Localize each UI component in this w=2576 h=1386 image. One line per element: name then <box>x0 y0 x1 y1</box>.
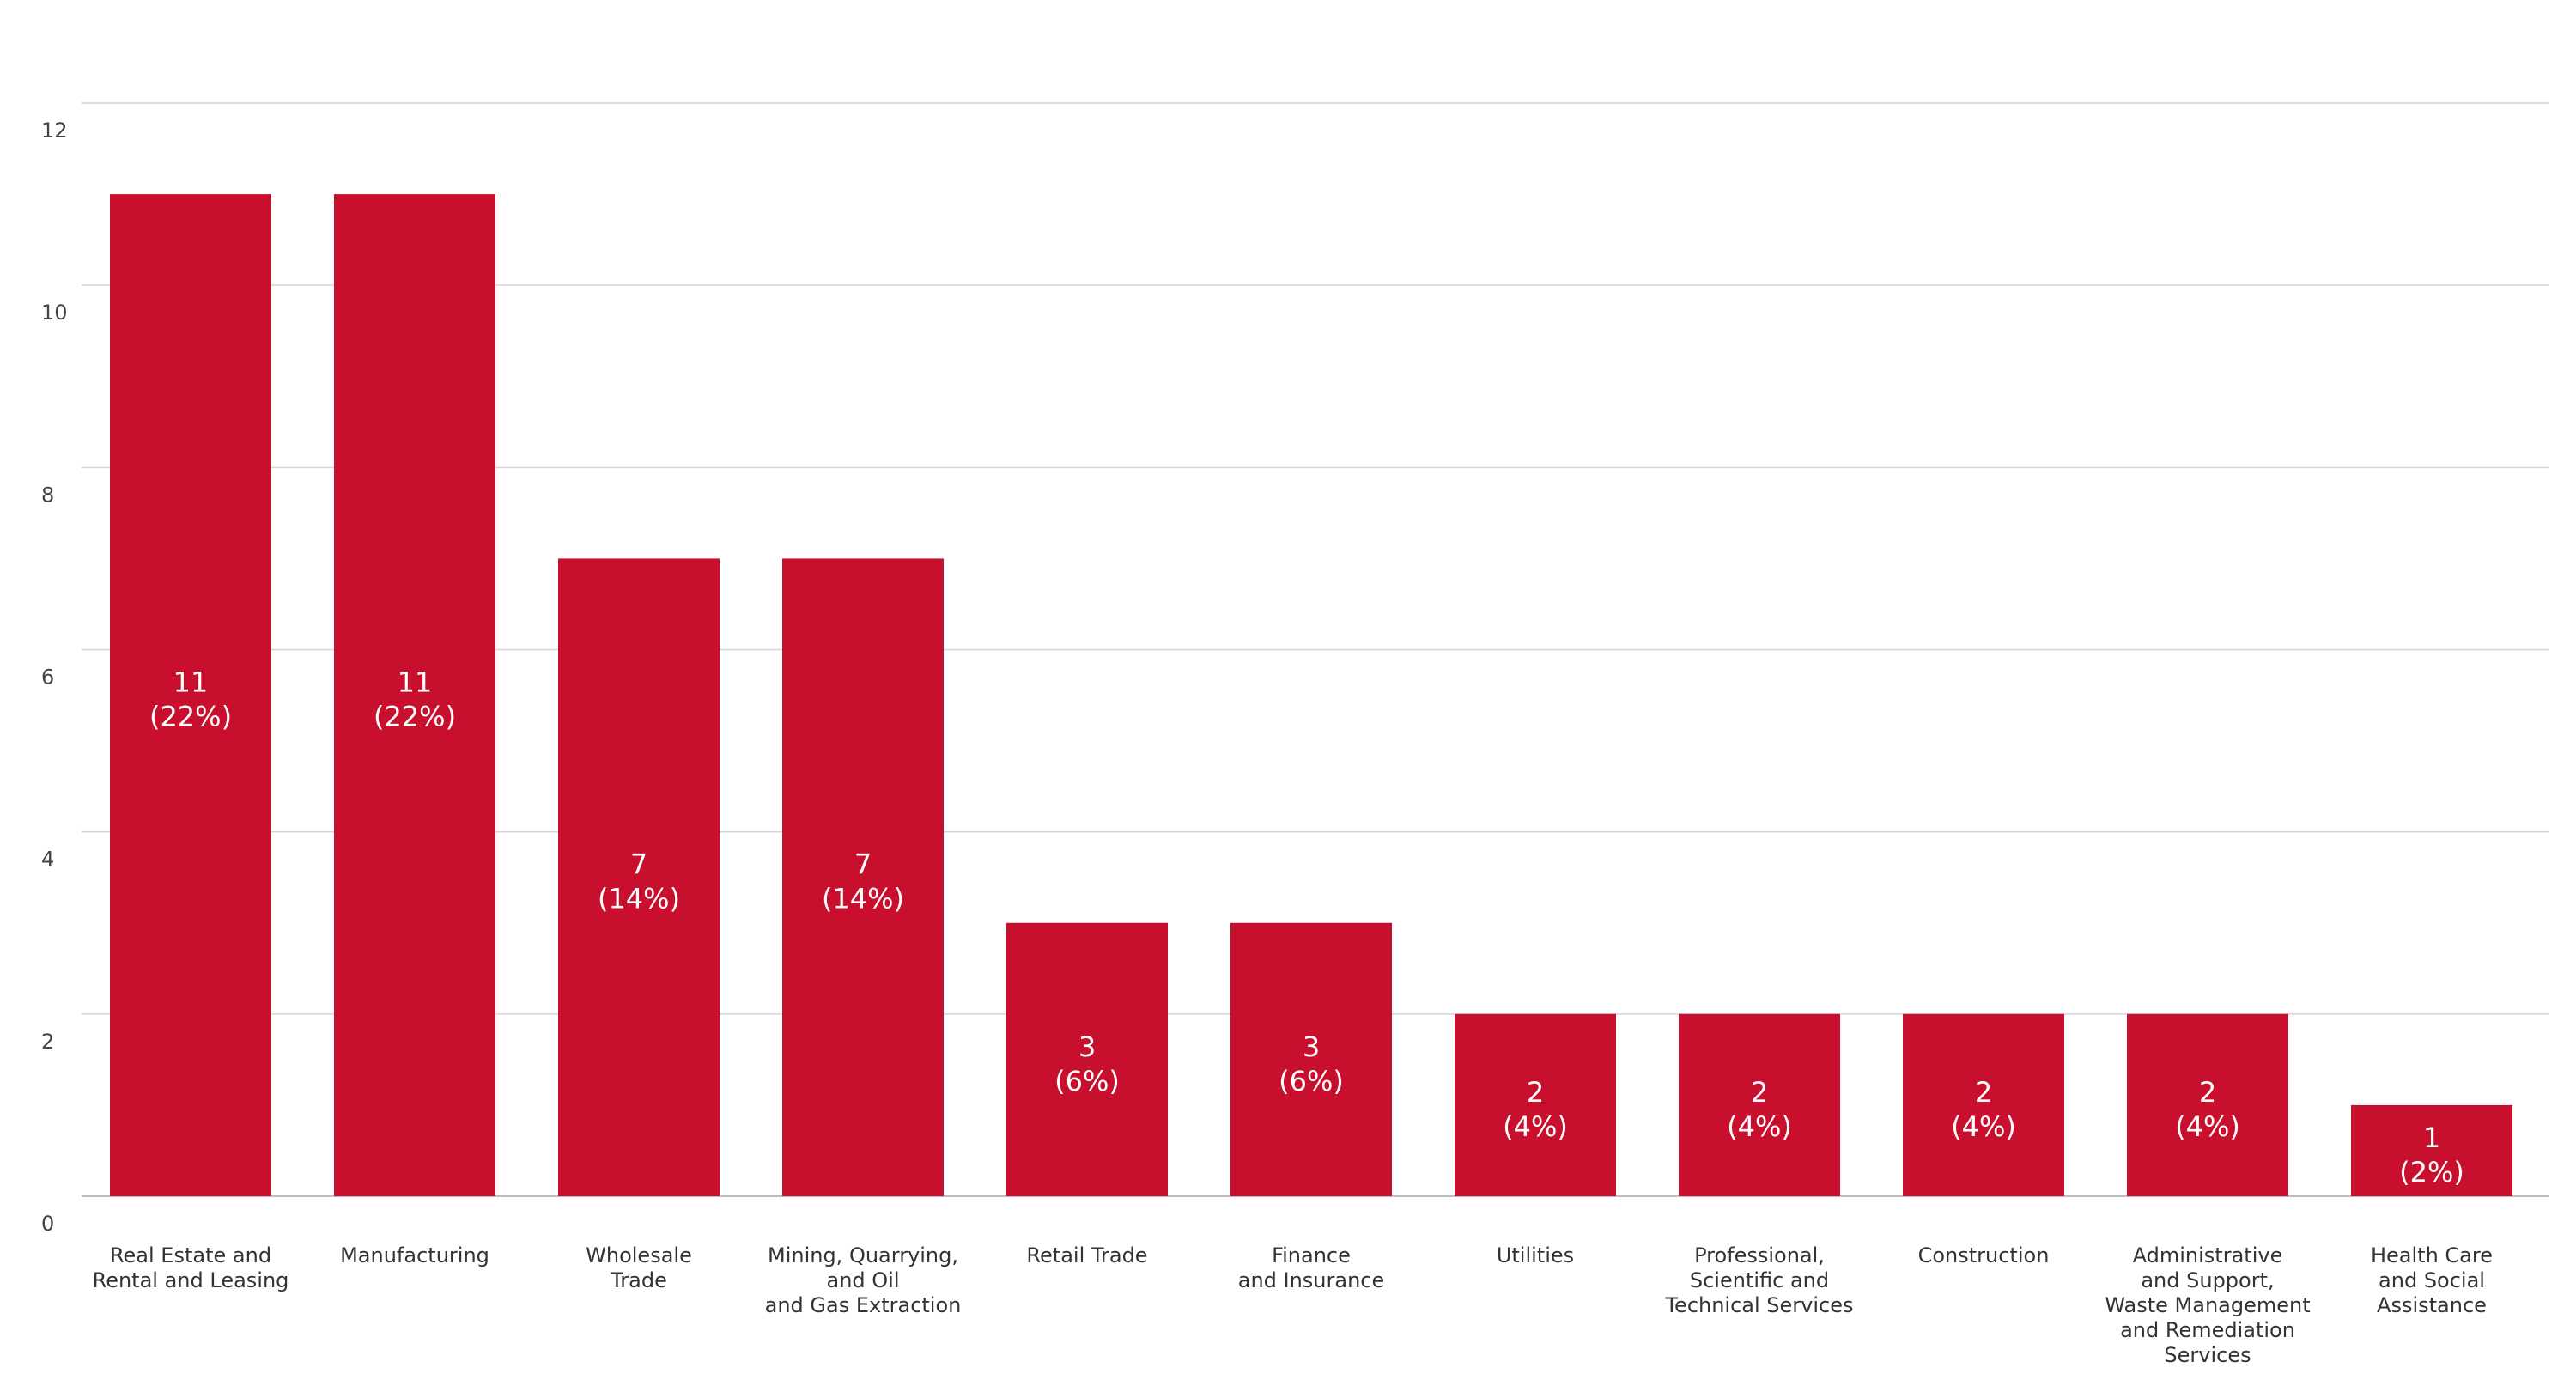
y-tick-label: 4 <box>41 848 54 872</box>
bar-value-label: 7 <box>630 848 647 881</box>
bar-percent-label: (2%) <box>2399 1156 2464 1188</box>
bar-percent-label: (6%) <box>1054 1065 1120 1097</box>
x-tick-label-line: Scientific and <box>1690 1268 1829 1292</box>
x-tick-label-line: Services <box>2164 1343 2251 1367</box>
bars <box>110 194 2512 1196</box>
x-tick-label-line: Trade <box>610 1268 667 1292</box>
bar-percent-label: (22%) <box>149 701 232 733</box>
x-tick-label: Finance and Insurance <box>1238 1243 1385 1292</box>
x-tick-label-line: Construction <box>1918 1243 2050 1267</box>
bar-value-label: 3 <box>1303 1030 1320 1063</box>
bar-value-label: 1 <box>2423 1122 2440 1154</box>
x-tick-label-line: Finance <box>1272 1243 1351 1267</box>
y-axis-ticks: 0 2 4 6 8 10 12 <box>41 119 68 1236</box>
bar-value-label: 11 <box>173 666 209 699</box>
bar-percent-label: (14%) <box>598 883 680 915</box>
x-tick-label: Utilities <box>1497 1243 1574 1267</box>
bar <box>782 558 944 1196</box>
bar-value-label: 2 <box>1751 1076 1768 1109</box>
y-tick-label: 2 <box>41 1030 54 1054</box>
bar-percent-label: (4%) <box>1727 1110 1792 1143</box>
x-tick-label-line: and Gas Extraction <box>765 1293 962 1317</box>
x-tick-label-line: Technical Services <box>1664 1293 1853 1317</box>
y-tick-label: 6 <box>41 666 54 690</box>
bar <box>1455 1013 1616 1196</box>
bar-percent-label: (4%) <box>2175 1110 2240 1143</box>
x-tick-label: Professional, Scientific and Technical Ser… <box>1664 1243 1853 1317</box>
bar-percent-label: (6%) <box>1279 1065 1344 1097</box>
x-tick-label-line: Health Care <box>2371 1243 2493 1267</box>
bar-value-label: 7 <box>854 848 872 881</box>
x-tick-label: Construction <box>1918 1243 2050 1267</box>
bar <box>558 558 720 1196</box>
bar <box>110 194 271 1196</box>
data-labels: 11(22%)11(22%)7(14%)7(14%)3(6%)3(6%) 2(4%… <box>149 666 2464 1188</box>
bar-value-label: 2 <box>1975 1076 1992 1109</box>
x-axis-categories: Real Estate and Rental and Leasing Manufac… <box>93 1243 2493 1367</box>
x-tick-label-line: Rental and Leasing <box>93 1268 289 1292</box>
x-tick-label-line: Mining, Quarrying, <box>768 1243 958 1267</box>
bar <box>1006 922 1168 1196</box>
x-tick-label: Real Estate and Rental and Leasing <box>93 1243 289 1292</box>
y-tick-label: 12 <box>41 119 68 143</box>
y-tick-label: 0 <box>41 1212 54 1236</box>
bar-percent-label: (4%) <box>1951 1110 2016 1143</box>
bar-percent-label: (22%) <box>374 701 456 733</box>
x-tick-label-line: Wholesale <box>586 1243 692 1267</box>
x-tick-label-line: Real Estate and <box>110 1243 271 1267</box>
bar <box>2127 1013 2288 1196</box>
y-tick-label: 10 <box>41 301 68 325</box>
x-tick-label-line: and Remediation <box>2120 1318 2295 1342</box>
x-tick-label-line: Manufacturing <box>340 1243 489 1267</box>
x-tick-label: Wholesale Trade <box>586 1243 692 1292</box>
bar-value-label: 2 <box>2199 1076 2216 1109</box>
bar <box>2351 1104 2512 1196</box>
x-tick-label-line: Waste Management <box>2105 1293 2310 1317</box>
bar <box>1903 1013 2064 1196</box>
x-tick-label: Manufacturing <box>340 1243 489 1267</box>
bar-percent-label: (4%) <box>1503 1110 1568 1143</box>
x-tick-label: Administrative and Support, Waste Manageme… <box>2105 1243 2310 1367</box>
x-tick-label-line: and Social <box>2379 1268 2485 1292</box>
x-tick-label-line: and Insurance <box>1238 1268 1385 1292</box>
x-tick-label: Health Care and Social Assistance <box>2371 1243 2493 1317</box>
bar <box>1679 1013 1840 1196</box>
bar-percent-label: (14%) <box>822 883 904 915</box>
x-tick-label-line: Utilities <box>1497 1243 1574 1267</box>
bar-value-label: 11 <box>398 666 433 699</box>
x-tick-label-line: and Oil <box>826 1268 899 1292</box>
y-tick-label: 8 <box>41 483 54 507</box>
bar <box>334 194 495 1196</box>
x-tick-label-line: Professional, <box>1694 1243 1825 1267</box>
x-tick-label: Mining, Quarrying, and Oil and Gas Extract… <box>765 1243 962 1317</box>
bar-value-label: 3 <box>1078 1030 1096 1063</box>
bar-value-label: 2 <box>1527 1076 1544 1109</box>
x-tick-label-line: Retail Trade <box>1026 1243 1147 1267</box>
x-tick-label-line: Administrative <box>2133 1243 2283 1267</box>
x-tick-label: Retail Trade <box>1026 1243 1147 1267</box>
x-tick-label-line: and Support, <box>2141 1268 2274 1292</box>
x-tick-label-line: Assistance <box>2377 1293 2487 1317</box>
bar <box>1230 922 1392 1196</box>
